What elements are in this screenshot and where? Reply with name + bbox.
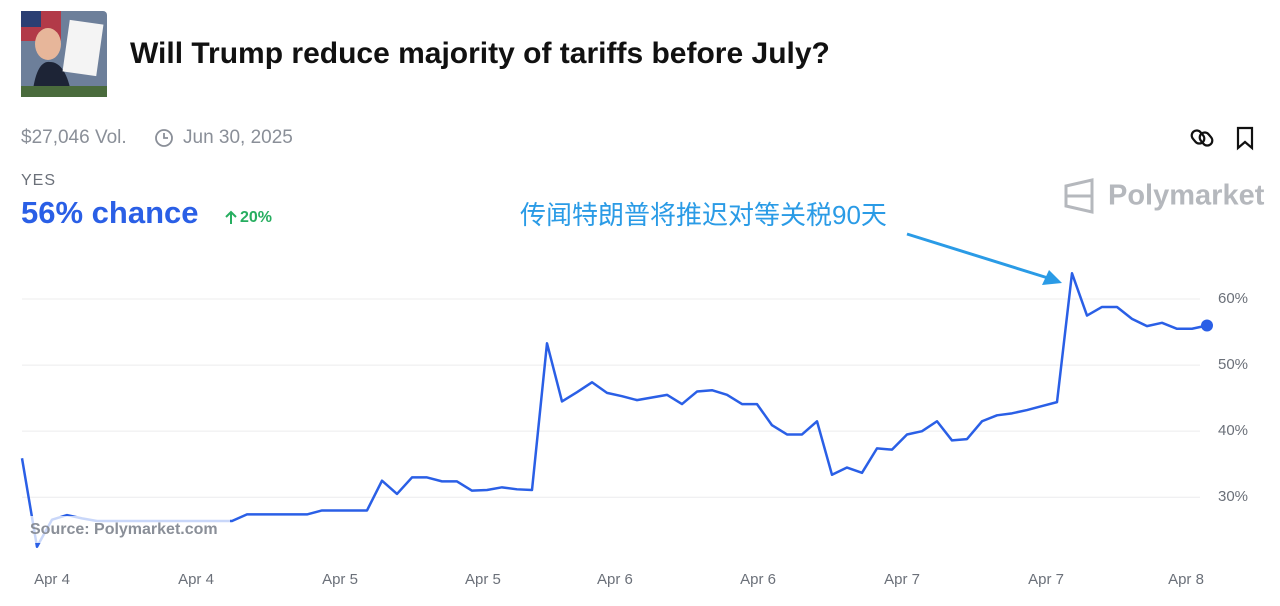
clock-icon (155, 129, 173, 147)
outcome: YES (21, 172, 56, 189)
brand-logo (1064, 178, 1094, 214)
bookmark-icon[interactable] (1236, 126, 1254, 151)
x-tick-label: Apr 4 (178, 571, 214, 588)
headline: 56% chance (21, 195, 199, 230)
annotation: 传闻特朗普将推迟对等关税90天 (520, 200, 887, 230)
link-icon[interactable] (1190, 128, 1215, 147)
title: Will Trump reduce majority of tariffs be… (130, 37, 830, 70)
y-tick-label: 60% (1218, 290, 1248, 307)
y-tick-label: 40% (1218, 422, 1248, 439)
annotation-arrow (906, 232, 1062, 285)
volume: $27,046 Vol. (21, 127, 127, 148)
x-tick-label: Apr 5 (322, 571, 358, 588)
end-date: Jun 30, 2025 (183, 127, 293, 148)
x-tick-label: Apr 7 (1028, 571, 1064, 588)
x-tick-label: Apr 7 (884, 571, 920, 588)
source: Source: Polymarket.com (30, 521, 218, 538)
up-arrow (225, 210, 237, 224)
change: 20% (240, 209, 272, 226)
y-tick-label: 30% (1218, 488, 1248, 505)
x-tick-label: Apr 4 (34, 571, 70, 588)
brand: Polymarket (1108, 180, 1265, 212)
x-tick-label: Apr 8 (1168, 571, 1204, 588)
end-dot (1201, 319, 1213, 332)
thumbnail (21, 11, 107, 97)
x-tick-label: Apr 6 (740, 571, 776, 588)
x-tick-label: Apr 6 (597, 571, 633, 588)
y-tick-label: 50% (1218, 356, 1248, 373)
x-tick-label: Apr 5 (465, 571, 501, 588)
line (20, 272, 1208, 549)
source-bg (24, 516, 230, 543)
